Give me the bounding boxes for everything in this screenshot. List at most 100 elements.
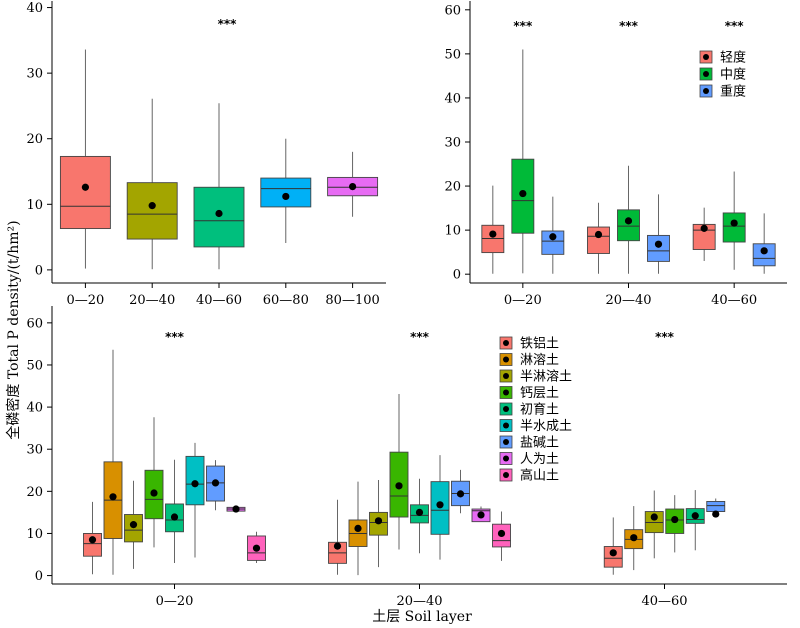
- box-中度-20—40-box: [617, 209, 640, 242]
- y-tick-label: 20: [444, 180, 461, 195]
- legend-dot-重度: [703, 88, 709, 94]
- x-tick-label: 20—40: [605, 293, 651, 308]
- y-tick-label: 0: [35, 263, 43, 278]
- box-2-mean-dot: [148, 202, 156, 210]
- legend-dot-中度: [703, 71, 709, 77]
- box-淋溶土-20—40-mean-dot: [354, 524, 362, 533]
- box-1-mean-dot: [81, 183, 89, 191]
- y-tick-label: 20: [26, 485, 43, 500]
- y-tick-label: 30: [26, 67, 43, 82]
- box-1-box: [59, 155, 111, 230]
- box-中度-20—40-mean-dot: [624, 217, 633, 225]
- box-人为土-20—40-mean-dot: [477, 511, 485, 519]
- y-tick-label: 10: [26, 527, 43, 542]
- box-铁铝土-20—40-mean-dot: [333, 542, 342, 550]
- x-tick-label: 40—60: [641, 594, 687, 609]
- legend-dot-钙层土: [503, 389, 509, 396]
- y-tick-label: 60: [26, 316, 43, 331]
- box-轻度-40—60-mean-dot: [700, 224, 708, 232]
- box-3-mean-dot: [215, 209, 223, 218]
- y-tick-label: 0: [35, 569, 43, 584]
- y-tick-label: 20: [26, 132, 43, 147]
- x-tick-label: 0—20: [156, 594, 194, 609]
- box-半淋溶土-40—60-mean-dot: [650, 513, 658, 521]
- x-tick-label: 0—20: [66, 293, 104, 308]
- box-半淋溶土-0—20-mean-dot: [129, 521, 138, 529]
- box-铁铝土-40—60-mean-dot: [609, 549, 617, 557]
- box-盐碱土-40—60-box: [706, 500, 726, 513]
- box-5-mean-dot: [349, 182, 357, 191]
- legend-label-半淋溶土: 半淋溶土: [520, 370, 572, 385]
- x-tick-label: 60—80: [263, 293, 309, 308]
- y-tick-label: 10: [444, 224, 461, 239]
- box-重度-40—60-box: [752, 243, 776, 267]
- legend-label-重度: 重度: [720, 84, 746, 100]
- y-tick-label: 30: [444, 136, 461, 151]
- legend-label-初育土: 初育土: [520, 402, 559, 418]
- box-高山土-20—40-mean-dot: [497, 529, 506, 538]
- y-tick-label: 60: [444, 3, 461, 18]
- y-tick-label: 30: [26, 443, 43, 458]
- significance-label: ***: [655, 330, 675, 344]
- box-4-box: [260, 177, 312, 208]
- x-tick-label: 20—40: [129, 293, 175, 308]
- x-tick-label: 40—60: [711, 293, 757, 308]
- box-铁铝土-40—60-box: [603, 546, 623, 568]
- legend-label-人为土: 人为土: [520, 452, 559, 467]
- legend-dot-高山土: [503, 472, 509, 478]
- box-中度-0—20-mean-dot: [519, 189, 527, 198]
- legend-dot-轻度: [703, 54, 709, 60]
- box-中度-40—60-mean-dot: [730, 219, 738, 227]
- legend-label-高山土: 高山土: [520, 468, 559, 484]
- x-tick-label: 40—60: [196, 293, 242, 308]
- significance-label: ***: [725, 19, 745, 33]
- legend-label-钙层土: 钙层土: [520, 386, 559, 401]
- y-tick-label: 50: [26, 358, 43, 373]
- box-轻度-20—40-box: [587, 226, 610, 254]
- legend-dot-人为土: [503, 455, 509, 462]
- legend-dot-半水成土: [503, 422, 509, 429]
- y-tick-label: 0: [453, 268, 461, 283]
- significance-label: ***: [218, 17, 238, 31]
- legend-label-中度: 中度: [720, 67, 746, 83]
- box-重度-20—40-box: [647, 234, 670, 262]
- y-axis-title: 全磷密度 Total P density/(t/hm²): [5, 220, 22, 439]
- box-淋溶土-40—60-mean-dot: [630, 534, 638, 542]
- box-铁铝土-0—20-mean-dot: [88, 536, 97, 544]
- panel-c-bottom: 0 10 20 30 40 50 60 0—20 20—40 40—60 *** *** *** 铁铝土淋…: [26, 306, 787, 609]
- box-钙层土-0—20-mean-dot: [150, 489, 158, 497]
- legend-dot-半淋溶土: [503, 373, 509, 379]
- box-盐碱土-0—20-mean-dot: [211, 479, 220, 487]
- box-中度-40—60-box: [722, 212, 746, 243]
- box-4-mean-dot: [282, 192, 290, 201]
- box-铁铝土-0—20-box: [83, 533, 102, 557]
- box-2-box: [126, 182, 178, 240]
- legend-dot-初育土: [503, 406, 509, 412]
- y-tick-label: 40: [26, 401, 43, 416]
- legend-dot-淋溶土: [503, 356, 509, 363]
- box-半水成土-20—40-mean-dot: [436, 501, 444, 509]
- legend-label-盐碱土: 盐碱土: [520, 436, 559, 451]
- box-半淋溶土-20—40-mean-dot: [374, 517, 383, 525]
- box-重度-20—40-mean-dot: [654, 240, 663, 248]
- y-tick-label: 40: [444, 91, 461, 106]
- box-重度-40—60-mean-dot: [760, 247, 768, 255]
- y-tick-label: 50: [444, 47, 461, 62]
- legend-label-轻度: 轻度: [720, 50, 746, 66]
- significance-label: ***: [513, 19, 533, 33]
- box-初育土-0—20-mean-dot: [170, 513, 179, 521]
- box-轻度-0—20-mean-dot: [489, 230, 497, 238]
- legend-label-淋溶土: 淋溶土: [520, 353, 559, 368]
- box-重度-0—20-box: [541, 230, 565, 255]
- legend-label-半水成土: 半水成土: [520, 419, 572, 434]
- x-axis-title: 土层 Soil layer: [372, 609, 472, 625]
- box-初育土-20—40-mean-dot: [415, 508, 424, 516]
- box-初育土-40—60-mean-dot: [691, 512, 699, 520]
- panel-b-top-right: 0 10 20 30 40 50 60 0—20 20—40 40—60 *** *** *** 轻度中度…: [444, 1, 787, 308]
- panel-a-top-left: 0 10 20 30 40 0—20 20—40 40—60 60—80 80—100 ***: [26, 1, 386, 308]
- legend-dot-铁铝土: [503, 340, 509, 346]
- box-轻度-20—40-mean-dot: [594, 230, 603, 239]
- box-钙层土-40—60-mean-dot: [671, 515, 679, 524]
- x-tick-label: 80—100: [325, 293, 379, 308]
